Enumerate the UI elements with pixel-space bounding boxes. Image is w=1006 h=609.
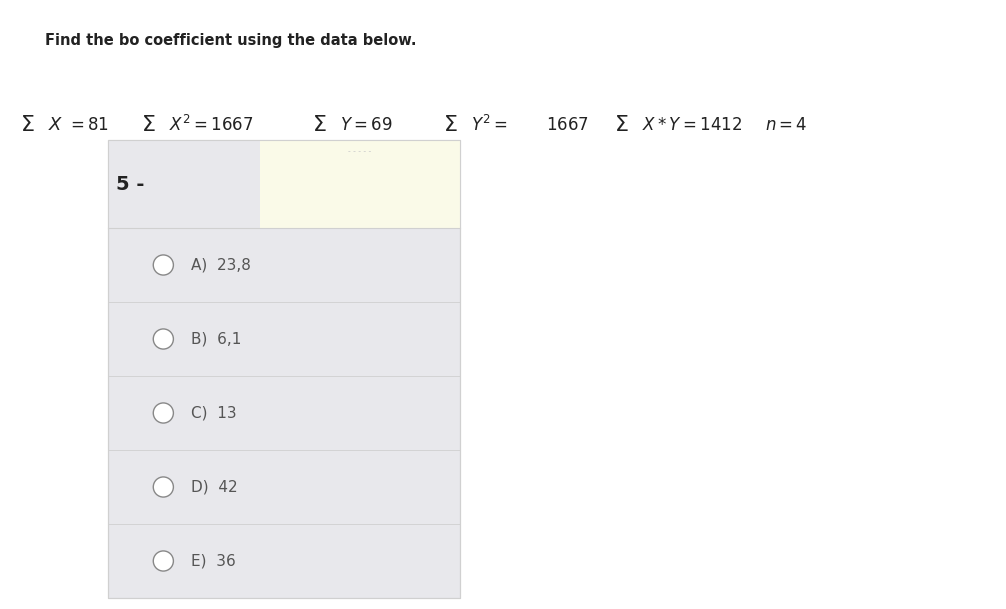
Text: $n = 4$: $n = 4$	[765, 116, 807, 134]
Text: $1667$: $1667$	[546, 116, 590, 134]
Text: - - - - -: - - - - -	[348, 147, 371, 157]
Text: C)  13: C) 13	[191, 406, 237, 420]
Text: A)  23,8: A) 23,8	[191, 258, 252, 272]
Text: $\Sigma$: $\Sigma$	[614, 115, 629, 135]
Ellipse shape	[153, 403, 173, 423]
Text: $X^2 = 1667$: $X^2 = 1667$	[169, 114, 254, 135]
Text: $Y = 69$: $Y = 69$	[340, 116, 392, 134]
Text: B)  6,1: B) 6,1	[191, 331, 241, 347]
Ellipse shape	[153, 329, 173, 349]
Text: $X*Y = 1412$: $X*Y = 1412$	[642, 116, 742, 134]
Text: $\Sigma$: $\Sigma$	[443, 115, 458, 135]
Text: E)  36: E) 36	[191, 554, 236, 568]
Text: $\Sigma$: $\Sigma$	[141, 115, 156, 135]
Text: 5 -: 5 -	[116, 175, 145, 194]
Text: Find the bo coefficient using the data below.: Find the bo coefficient using the data b…	[45, 33, 416, 49]
Text: $= 81$: $= 81$	[67, 116, 110, 134]
Text: $X$: $X$	[48, 116, 63, 134]
Text: $\Sigma$: $\Sigma$	[20, 115, 35, 135]
Ellipse shape	[153, 477, 173, 497]
Ellipse shape	[153, 551, 173, 571]
Ellipse shape	[153, 255, 173, 275]
Text: D)  42: D) 42	[191, 479, 238, 495]
Text: $Y^2 =$: $Y^2 =$	[471, 114, 507, 135]
Text: $\Sigma$: $\Sigma$	[312, 115, 327, 135]
